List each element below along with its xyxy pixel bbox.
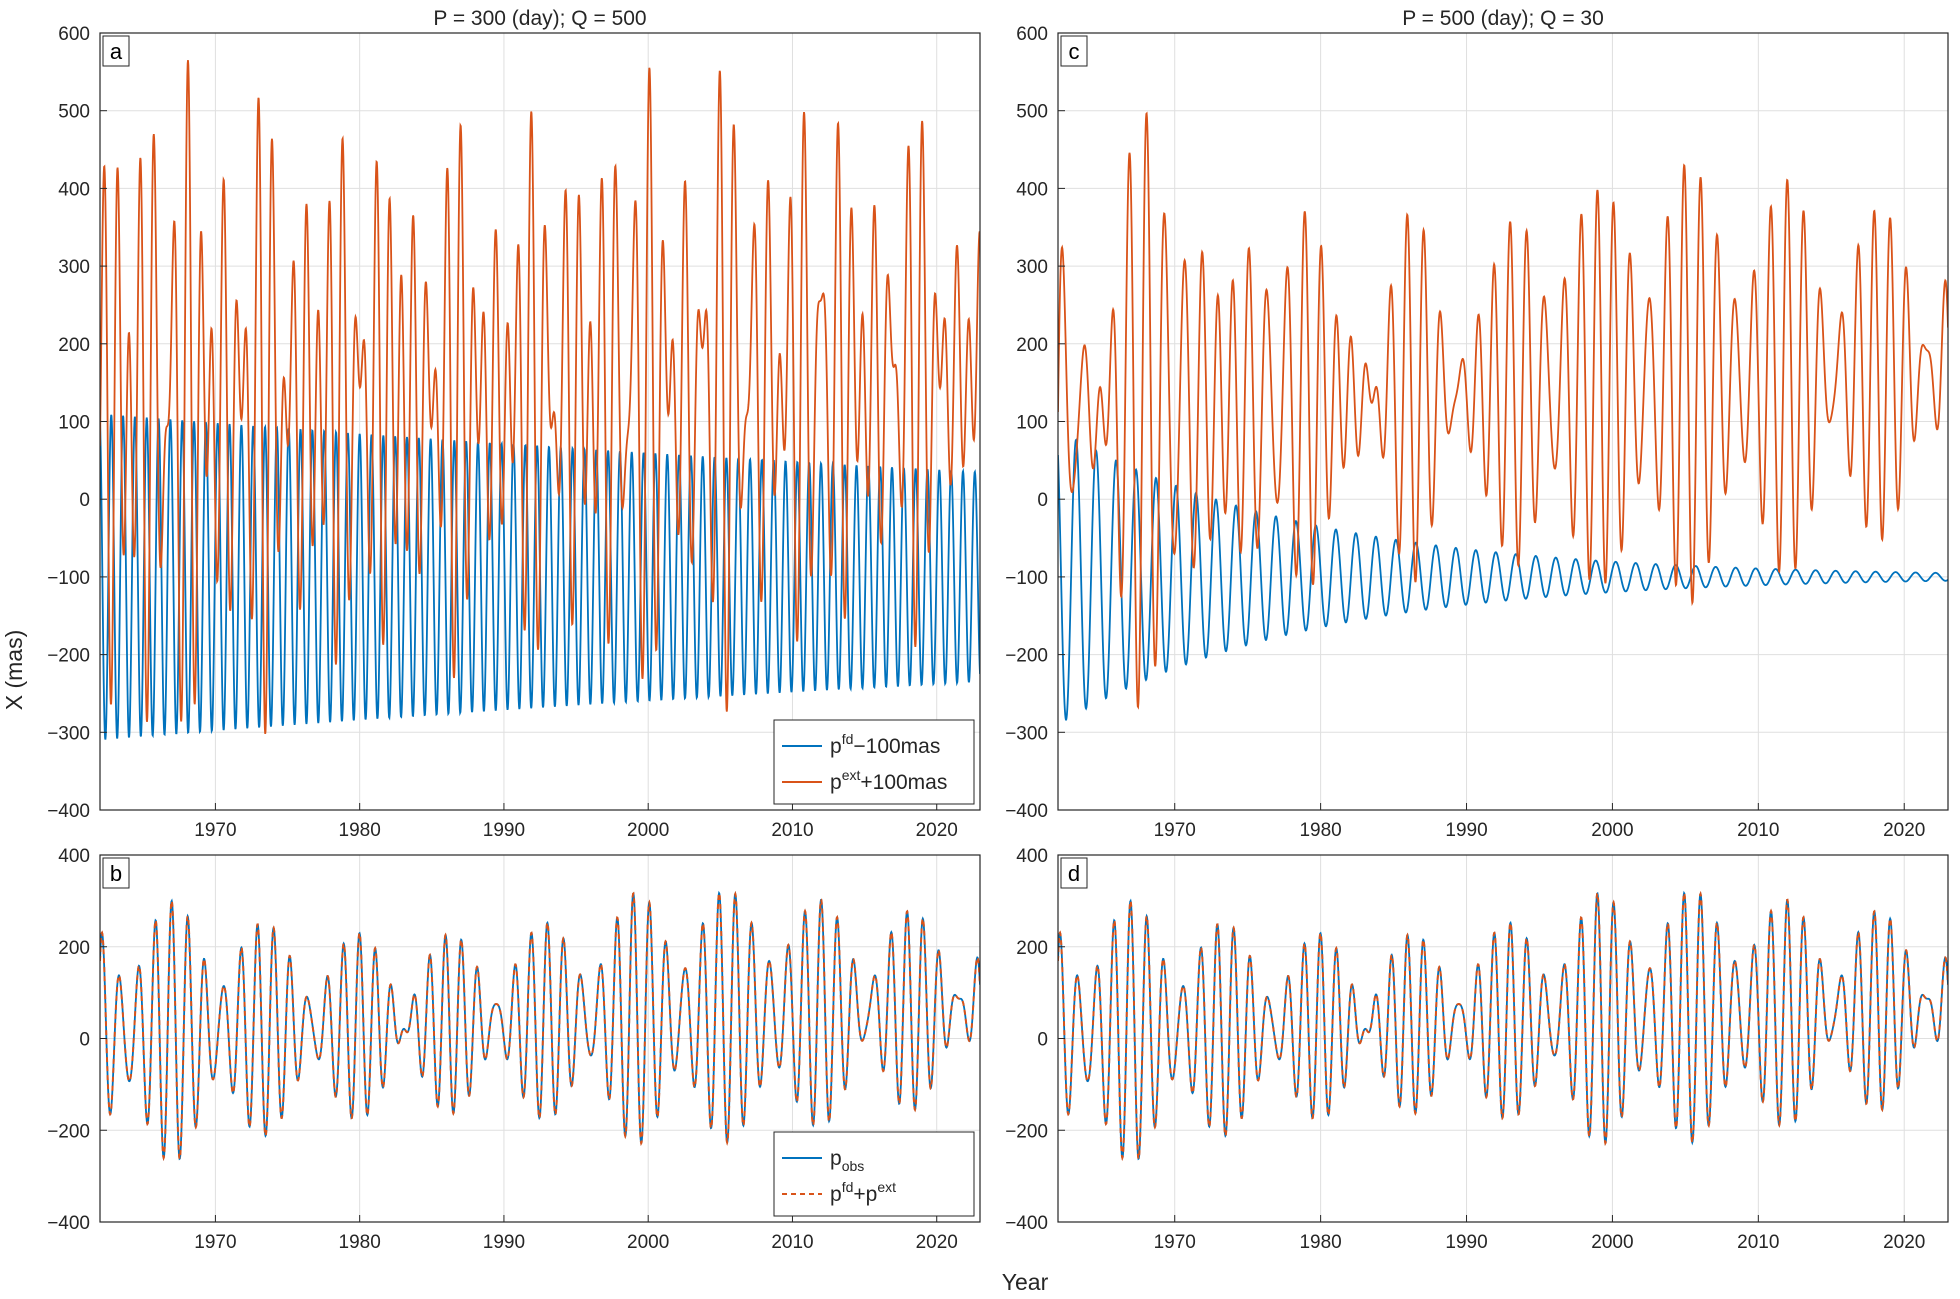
panel-title-c: P = 500 (day); Q = 30 <box>1402 7 1604 30</box>
y-axis-label: X (mas) <box>1 630 27 711</box>
x-tick-label-c-4: 2010 <box>1737 820 1779 841</box>
panel-title-a: P = 300 (day); Q = 500 <box>433 7 646 30</box>
y-tick-label-a-0: −400 <box>47 801 90 822</box>
y-tick-label-b-4: 400 <box>58 846 90 867</box>
x-tick-label-c-5: 2020 <box>1883 820 1925 841</box>
y-tick-label-a-5: 100 <box>58 413 90 434</box>
series-line-a-1 <box>100 60 980 734</box>
y-tick-label-d-0: −400 <box>1005 1213 1048 1234</box>
legend-b: pobs pfd+pext <box>773 1131 975 1217</box>
x-tick-label-a-3: 2000 <box>627 820 669 841</box>
x-tick-label-a-1: 1980 <box>339 820 381 841</box>
x-tick-label-c-2: 1990 <box>1445 820 1487 841</box>
y-tick-label-a-1: −300 <box>47 723 90 744</box>
series-line-d-1 <box>1058 890 1948 1162</box>
y-tick-label-a-7: 300 <box>58 257 90 278</box>
y-tick-label-c-8: 400 <box>1016 179 1048 200</box>
x-axis-label: Year <box>1002 1269 1049 1295</box>
y-tick-label-a-10: 600 <box>58 24 90 45</box>
y-tick-label-d-3: 200 <box>1016 938 1048 959</box>
y-tick-label-c-10: 600 <box>1016 24 1048 45</box>
legend-label-b-1: pfd+pext <box>830 1179 896 1206</box>
y-tick-label-b-3: 200 <box>58 938 90 959</box>
x-tick-label-b-1: 1980 <box>339 1232 381 1253</box>
y-tick-label-c-1: −300 <box>1005 723 1048 744</box>
x-tick-label-a-2: 1990 <box>483 820 525 841</box>
x-tick-label-a-5: 2020 <box>916 820 958 841</box>
x-tick-label-b-4: 2010 <box>771 1232 813 1253</box>
x-tick-label-d-1: 1980 <box>1299 1232 1341 1253</box>
y-tick-label-a-9: 500 <box>58 102 90 123</box>
y-tick-label-d-1: −200 <box>1005 1121 1048 1142</box>
y-tick-label-c-7: 300 <box>1016 257 1048 278</box>
panel-letter-c: c <box>1069 39 1080 64</box>
legend-label-a-1: pext+100mas <box>830 767 947 794</box>
y-tick-label-a-2: −200 <box>47 646 90 667</box>
series-group-d <box>1058 890 1948 1162</box>
y-tick-label-a-3: −100 <box>47 568 90 589</box>
series-line-c-1 <box>1058 111 1948 710</box>
series-line-c-0 <box>1058 438 1948 721</box>
y-tick-label-c-3: −100 <box>1005 568 1048 589</box>
series-group-a <box>100 60 980 740</box>
x-tick-label-a-4: 2010 <box>771 820 813 841</box>
legend-box-a <box>773 719 975 805</box>
legend-label-a-0: pfd−100mas <box>830 731 940 758</box>
y-tick-label-b-0: −400 <box>47 1213 90 1234</box>
x-tick-label-a-0: 1970 <box>194 820 236 841</box>
y-tick-label-c-5: 100 <box>1016 413 1048 434</box>
legend-label-b-0: pobs <box>830 1147 864 1174</box>
panel-letter-a: a <box>110 39 123 64</box>
x-tick-label-c-1: 1980 <box>1299 820 1341 841</box>
series-group-c <box>1058 111 1948 721</box>
x-tick-label-c-3: 2000 <box>1591 820 1633 841</box>
y-tick-label-d-4: 400 <box>1016 846 1048 867</box>
y-tick-label-b-1: −200 <box>47 1121 90 1142</box>
y-tick-label-b-2: 0 <box>79 1030 90 1051</box>
x-tick-label-b-0: 1970 <box>194 1232 236 1253</box>
y-tick-label-c-0: −400 <box>1005 801 1048 822</box>
x-tick-label-b-2: 1990 <box>483 1232 525 1253</box>
x-tick-label-b-5: 2020 <box>916 1232 958 1253</box>
panel-letter-d: d <box>1068 861 1080 886</box>
panel-letter-box-a <box>102 35 130 67</box>
y-tick-label-a-4: 0 <box>79 490 90 511</box>
panel-a: 1970 1980 1990 2000 2010 2020−400−300−200−100… <box>47 7 981 841</box>
y-tick-label-c-9: 500 <box>1016 102 1048 123</box>
panel-c: 1970 1980 1990 2000 2010 2020−400−300−200−100… <box>1005 7 1949 841</box>
panel-letter-box-c <box>1060 35 1088 67</box>
panel-letter-box-d <box>1060 857 1088 889</box>
series-line-b-1 <box>100 890 980 1162</box>
x-tick-label-b-3: 2000 <box>627 1232 669 1253</box>
panel-letter-box-b <box>102 857 130 889</box>
x-tick-label-d-3: 2000 <box>1591 1232 1633 1253</box>
series-group-b <box>100 890 980 1162</box>
y-tick-label-c-6: 200 <box>1016 335 1048 356</box>
y-tick-label-c-4: 0 <box>1037 490 1048 511</box>
y-tick-label-a-6: 200 <box>58 335 90 356</box>
legend-box-b <box>773 1131 975 1217</box>
y-tick-label-d-2: 0 <box>1037 1030 1048 1051</box>
legend-a: pfd−100mas pext+100mas <box>773 719 975 805</box>
x-tick-label-d-0: 1970 <box>1154 1232 1196 1253</box>
y-tick-label-a-8: 400 <box>58 179 90 200</box>
panel-b: 1970 1980 1990 2000 2010 2020 −400 −200 0 200 400 b… <box>47 846 981 1253</box>
x-tick-label-c-0: 1970 <box>1154 820 1196 841</box>
x-tick-label-d-2: 1990 <box>1445 1232 1487 1253</box>
y-tick-label-c-2: −200 <box>1005 646 1048 667</box>
panel-d: 1970 1980 1990 2000 2010 2020 −400 −200 0 200 400 d <box>1005 846 1949 1253</box>
panel-letter-b: b <box>110 861 122 886</box>
panels-group: 1970 1980 1990 2000 2010 2020−400−300−200−100… <box>47 7 1949 1253</box>
x-tick-label-d-5: 2020 <box>1883 1232 1925 1253</box>
x-tick-label-d-4: 2010 <box>1737 1232 1779 1253</box>
